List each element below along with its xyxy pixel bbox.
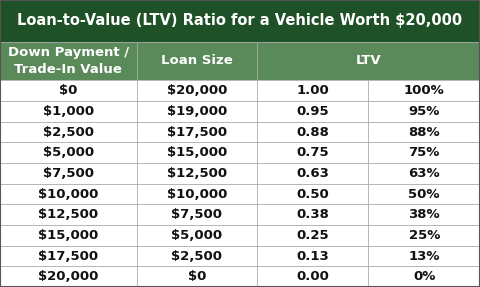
Text: 0.38: 0.38 [296, 208, 329, 221]
Bar [137, 42, 257, 80]
Text: 1.00: 1.00 [296, 84, 329, 97]
Text: 95%: 95% [408, 105, 440, 118]
Text: 0.75: 0.75 [296, 146, 329, 159]
Text: $10,000: $10,000 [167, 187, 227, 201]
Text: $5,000: $5,000 [43, 146, 94, 159]
Text: $5,000: $5,000 [171, 229, 222, 242]
Text: 0.63: 0.63 [296, 167, 329, 180]
Text: $2,500: $2,500 [43, 125, 94, 139]
Text: 0.88: 0.88 [296, 125, 329, 139]
Text: Loan Size: Loan Size [161, 55, 233, 67]
Bar [0, 184, 480, 204]
Text: $1,000: $1,000 [43, 105, 94, 118]
Text: 0.95: 0.95 [296, 105, 329, 118]
Text: 0.25: 0.25 [296, 229, 329, 242]
Bar [0, 101, 480, 122]
Text: $20,000: $20,000 [38, 270, 98, 283]
Text: $20,000: $20,000 [167, 84, 227, 97]
Text: $7,500: $7,500 [171, 208, 222, 221]
Text: 0.50: 0.50 [296, 187, 329, 201]
Text: $17,500: $17,500 [167, 125, 227, 139]
Bar [0, 225, 480, 246]
Bar [0, 246, 480, 266]
Text: 0.00: 0.00 [296, 270, 329, 283]
Bar [0, 42, 137, 80]
Text: 38%: 38% [408, 208, 440, 221]
Text: $19,000: $19,000 [167, 105, 227, 118]
Text: $17,500: $17,500 [38, 249, 98, 263]
Text: 0.13: 0.13 [296, 249, 329, 263]
Text: $12,500: $12,500 [167, 167, 227, 180]
Bar [0, 142, 480, 163]
Text: 50%: 50% [408, 187, 440, 201]
Text: 100%: 100% [404, 84, 444, 97]
Bar [0, 204, 480, 225]
Text: 88%: 88% [408, 125, 440, 139]
Bar [0, 80, 480, 101]
Text: Down Payment /
Trade-In Value: Down Payment / Trade-In Value [8, 46, 129, 76]
Text: 25%: 25% [408, 229, 440, 242]
Text: LTV: LTV [356, 55, 381, 67]
Text: $15,000: $15,000 [167, 146, 227, 159]
Bar [0, 266, 480, 287]
Text: $0: $0 [59, 84, 78, 97]
Bar [257, 42, 480, 80]
Text: $10,000: $10,000 [38, 187, 98, 201]
Text: 75%: 75% [408, 146, 440, 159]
Text: Loan-to-Value (LTV) Ratio for a Vehicle Worth $20,000: Loan-to-Value (LTV) Ratio for a Vehicle … [17, 13, 463, 28]
Text: 0%: 0% [413, 270, 435, 283]
Text: $2,500: $2,500 [171, 249, 222, 263]
Text: $15,000: $15,000 [38, 229, 98, 242]
Bar [0, 163, 480, 184]
Text: $7,500: $7,500 [43, 167, 94, 180]
Bar [0, 0, 480, 42]
Text: $12,500: $12,500 [38, 208, 98, 221]
Bar [0, 122, 480, 142]
Text: $0: $0 [188, 270, 206, 283]
Text: 13%: 13% [408, 249, 440, 263]
Text: 63%: 63% [408, 167, 440, 180]
